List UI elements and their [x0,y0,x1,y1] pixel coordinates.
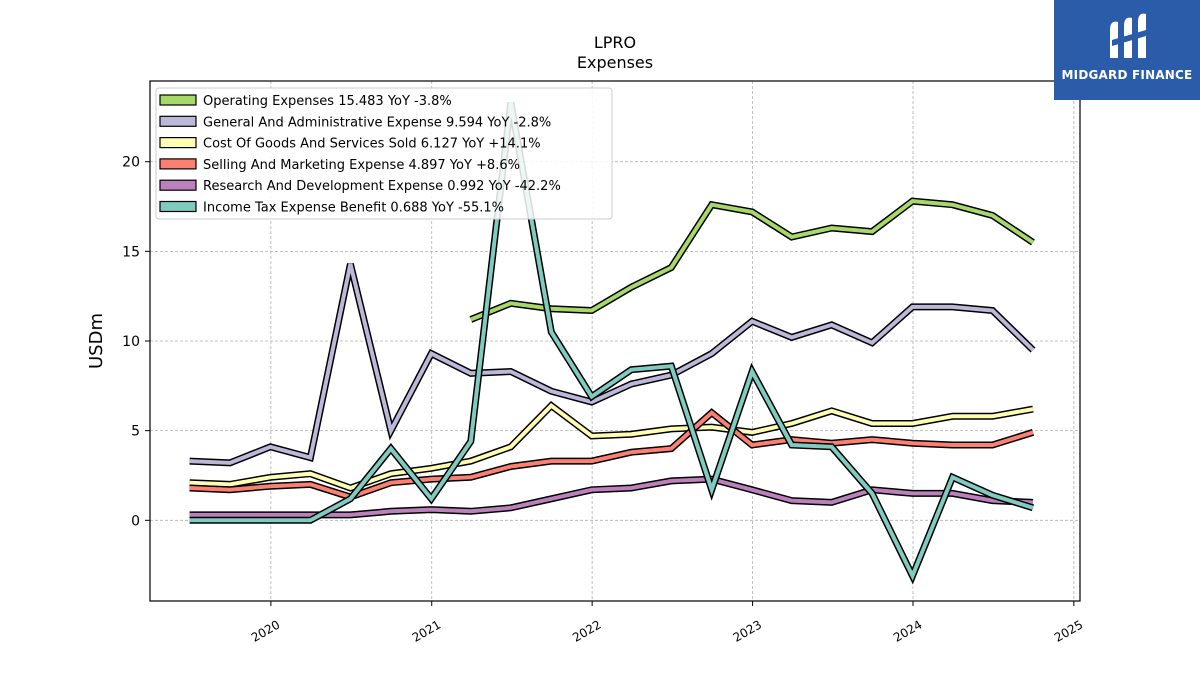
series-4 [189,475,1034,519]
series-lines [189,101,1036,585]
legend-swatch [159,158,197,170]
legend-swatch [159,94,197,106]
legend-entry: General And Administrative Expense 9.594… [203,115,551,130]
series-1 [189,263,1036,467]
y-tick-label: 5 [131,424,140,440]
y-axis: 0 5 10 15 20 [122,155,150,529]
series-line [189,402,1034,491]
x-tick-label: 2022 [570,617,603,644]
legend-swatch [159,115,197,127]
legend-box [155,87,613,220]
series-2 [189,400,1034,492]
chart-title: LPRO [594,33,636,52]
series-line [189,410,1034,500]
x-tick-label: 2020 [249,617,282,644]
legend-swatch [159,200,197,213]
series-line [189,477,1034,517]
y-tick-label: 15 [122,244,140,260]
series-3 [189,408,1035,501]
chart-subtitle: Expenses [577,53,653,72]
brand-mark-icon [1110,13,1146,58]
x-tick-label: 2025 [1052,617,1085,644]
y-tick-label: 0 [131,513,140,529]
y-axis-label: USDm [86,313,107,369]
legend-entry: Cost Of Goods And Services Sold 6.127 Yo… [203,137,541,152]
x-tick-label: 2023 [731,617,764,644]
legend-entry: Income Tax Expense Benefit 0.688 YoY -55… [203,201,504,216]
legend-entry: Operating Expenses 15.483 YoY -3.8% [203,94,452,109]
x-axis: 2020 2021 2022 2023 2024 2025 [249,601,1085,645]
legend-swatch [159,179,197,191]
brand-name: MIDGARD FINANCE [1061,68,1193,82]
series-line [189,263,1035,465]
series-line [189,102,1034,581]
legend-entry: Research And Development Expense 0.992 Y… [203,179,561,194]
series-0 [469,197,1035,323]
x-tick-label: 2021 [410,617,443,644]
series-5 [189,101,1035,585]
legend-entry: Selling And Marketing Expense 4.897 YoY … [203,158,520,173]
x-tick-label: 2024 [891,617,924,644]
series-line [470,199,1035,322]
y-tick-label: 10 [122,334,140,350]
brand-logo: MIDGARD FINANCE [1054,0,1200,100]
legend: Operating Expenses 15.483 YoY -3.8% Gener… [155,87,613,220]
y-tick-label: 20 [122,155,140,171]
legend-swatch [159,137,197,149]
